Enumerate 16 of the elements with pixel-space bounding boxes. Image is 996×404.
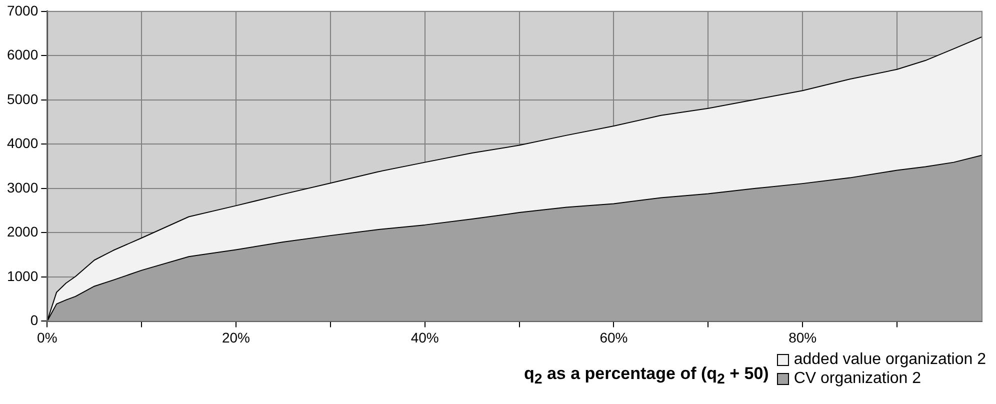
y-tick-label: 5000 (6, 90, 38, 107)
y-tick-label: 1000 (6, 268, 38, 284)
x-tick-label: 80% (788, 329, 817, 346)
y-tick-label: 3000 (6, 179, 38, 196)
x-tick-label: 20% (222, 329, 250, 346)
x-tick-label: 40% (410, 329, 439, 346)
x-axis-title: q$_{2}$ as a percentage of (q$_{2}$ + 50) (524, 364, 769, 388)
x-tick-label: 60% (600, 329, 628, 346)
legend-label: added value organization 2 (794, 350, 986, 369)
y-tick-label: 7000 (6, 2, 38, 18)
y-tick-label: 2000 (6, 224, 38, 240)
y-tick-label: 6000 (6, 46, 38, 63)
y-tick-label: 4000 (6, 135, 38, 152)
y-tick-label: 0 (30, 312, 38, 328)
x-tick-label: 0% (37, 329, 58, 346)
legend-label: CV organization 2 (794, 369, 922, 388)
